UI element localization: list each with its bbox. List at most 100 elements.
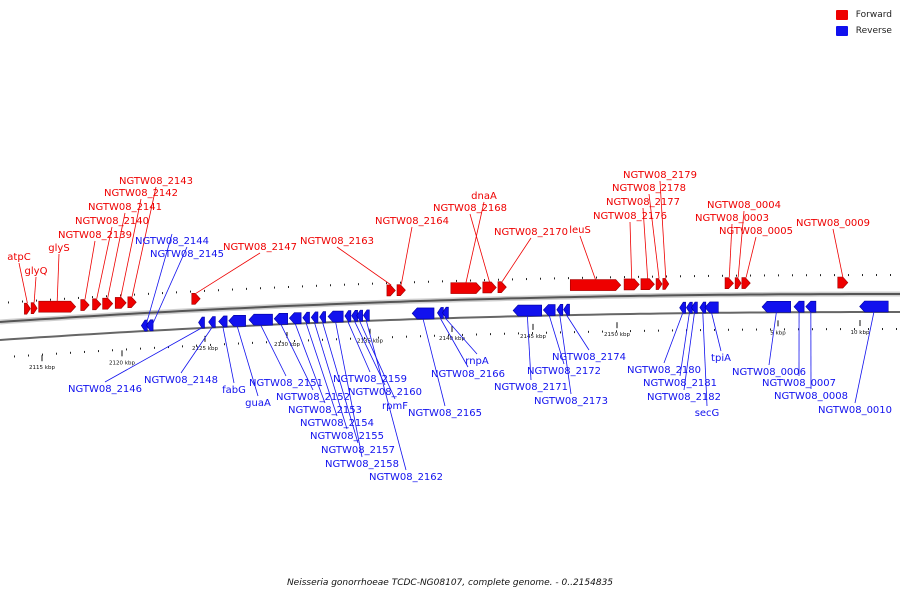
gene-arrow-NGTW08_2148[interactable]	[208, 316, 216, 328]
gene-label-NGTW08_2143: NGTW08_2143	[119, 176, 193, 187]
tick-lower	[728, 328, 729, 331]
leader-glyS	[56, 253, 60, 302]
tick-lower	[42, 353, 43, 356]
gene-arrow-NGTW08_0008[interactable]	[805, 300, 817, 313]
gene-arrow-NGTW08_2168[interactable]	[482, 281, 497, 294]
tick-lower	[154, 346, 155, 349]
gene-arrow-glyS[interactable]	[38, 300, 77, 313]
gene-arrow-NGTW08_2165[interactable]	[411, 307, 435, 320]
gene-arrow-NGTW08_2181[interactable]	[685, 301, 693, 314]
gene-arrow-dnaA[interactable]	[450, 282, 482, 294]
scale-tick	[286, 332, 288, 339]
tick-lower	[630, 330, 631, 333]
gene-arrow-NGTW08_0009[interactable]	[837, 276, 849, 289]
gene-arrow-NGTW08_2170[interactable]	[497, 281, 507, 293]
gene-arrow-guaA[interactable]	[228, 314, 246, 327]
gene-arrow-NGTW08_2143[interactable]	[127, 296, 137, 309]
gene-arrow-NGTW08_2144[interactable]	[140, 319, 148, 332]
gene-arrow-NGTW08_2146[interactable]	[198, 316, 205, 329]
tick-lower	[224, 343, 225, 346]
leader-NGTW08_2168	[469, 213, 490, 283]
gene-arrow-rpmF[interactable]	[356, 309, 363, 322]
tick-upper	[120, 294, 121, 297]
gene-arrow-tpiA[interactable]	[704, 301, 719, 314]
gene-arrow-NGTW08_2153[interactable]	[288, 312, 302, 324]
gene-label-NGTW08_2147: NGTW08_2147	[223, 242, 297, 253]
gene-arrow-NGTW08_2141[interactable]	[102, 297, 114, 310]
gene-arrow-NGTW08_2140[interactable]	[92, 298, 102, 311]
gene-arrow-NGTW08_2166[interactable]	[437, 307, 444, 319]
gene-arrow-NGTW08_2147[interactable]	[191, 293, 201, 305]
leader-NGTW08_2166	[440, 318, 469, 368]
tick-upper	[764, 274, 765, 277]
gene-arrow-atpC[interactable]	[24, 302, 31, 315]
gene-label-NGTW08_2162: NGTW08_2162	[369, 472, 443, 483]
gene-arrow-NGTW08_2177[interactable]	[640, 278, 655, 291]
tick-lower	[56, 352, 57, 355]
gene-arrow-NGTW08_2164[interactable]	[396, 284, 406, 296]
gene-arrow-NGTW08_2155[interactable]	[310, 311, 319, 324]
gene-label-NGTW08_2171: NGTW08_2171	[494, 382, 568, 393]
gene-arrow-rnpA[interactable]	[442, 306, 449, 319]
gene-arrow-NGTW08_0003[interactable]	[724, 277, 734, 290]
gene-arrow-fabG[interactable]	[218, 315, 228, 328]
gene-arrow-NGTW08_2172[interactable]	[542, 304, 556, 316]
leader-NGTW08_2172	[548, 315, 565, 365]
gene-arrow-NGTW08_0010[interactable]	[859, 300, 889, 313]
gene-arrow-NGTW08_2174[interactable]	[563, 303, 570, 316]
gene-label-NGTW08_2159: NGTW08_2159	[333, 374, 407, 385]
gene-arrow-NGTW08_2152[interactable]	[273, 312, 288, 325]
tick-lower	[798, 328, 799, 331]
tick-lower	[238, 342, 239, 345]
gene-arrow-NGTW08_2151[interactable]	[248, 313, 273, 326]
gene-label-NGTW08_2148: NGTW08_2148	[144, 375, 218, 386]
tick-lower	[322, 338, 323, 341]
gene-label-NGTW08_0009: NGTW08_0009	[796, 218, 870, 229]
leader-guaA	[236, 326, 259, 397]
gene-arrow-NGTW08_2178[interactable]	[655, 278, 663, 290]
gene-arrow-NGTW08_2145[interactable]	[145, 319, 154, 332]
tick-lower	[504, 332, 505, 335]
tick-lower	[812, 328, 813, 331]
leader-NGTW08_2145	[149, 246, 188, 331]
gene-arrow-NGTW08_2171[interactable]	[512, 304, 542, 317]
gene-arrow-glyQ[interactable]	[30, 302, 38, 315]
tick-upper	[78, 296, 79, 299]
tick-upper	[36, 299, 37, 302]
gene-arrow-NGTW08_2176[interactable]	[623, 278, 640, 291]
gene-arrow-NGTW08_2142[interactable]	[114, 297, 127, 309]
gene-arrow-secG[interactable]	[699, 301, 707, 314]
gene-arrow-NGTW08_0004[interactable]	[734, 277, 742, 289]
axis-line	[0, 293, 900, 323]
gene-arrow-NGTW08_2162[interactable]	[363, 309, 370, 322]
gene-label-tpiA: tpiA	[711, 353, 731, 364]
gene-arrow-NGTW08_0007[interactable]	[793, 300, 805, 313]
gene-label-NGTW08_0006: NGTW08_0006	[732, 367, 806, 378]
gene-arrow-NGTW08_2157[interactable]	[319, 311, 326, 323]
gene-label-glyQ: glyQ	[25, 266, 48, 277]
gene-arrow-NGTW08_2139[interactable]	[80, 299, 90, 311]
tick-upper	[484, 279, 485, 282]
gene-arrow-NGTW08_0005[interactable]	[741, 277, 751, 289]
leader-NGTW08_2176	[629, 221, 633, 279]
tick-upper	[526, 278, 527, 281]
gene-arrow-NGTW08_2160[interactable]	[351, 310, 358, 322]
leader-NGTW08_0005	[745, 236, 757, 278]
gene-arrow-NGTW08_0006[interactable]	[761, 301, 791, 313]
gene-arrow-NGTW08_2159[interactable]	[344, 310, 352, 322]
tick-upper	[148, 292, 149, 295]
gene-arrow-leuS[interactable]	[569, 279, 622, 291]
gene-arrow-NGTW08_2154[interactable]	[302, 311, 310, 324]
gene-arrow-NGTW08_2163[interactable]	[386, 284, 396, 297]
tick-lower	[448, 334, 449, 337]
gene-arrow-NGTW08_2179[interactable]	[662, 278, 670, 290]
gene-arrow-NGTW08_2173[interactable]	[556, 303, 564, 316]
leader-NGTW08_2170	[501, 237, 532, 282]
tick-lower	[616, 330, 617, 333]
gene-arrow-NGTW08_2182[interactable]	[691, 301, 698, 314]
scale-tick	[204, 335, 206, 342]
gene-arrow-NGTW08_2180[interactable]	[679, 301, 686, 314]
scale-label: 2135 kbp	[357, 339, 383, 345]
scale-tick	[532, 323, 534, 330]
gene-arrow-NGTW08_2158[interactable]	[327, 310, 344, 323]
